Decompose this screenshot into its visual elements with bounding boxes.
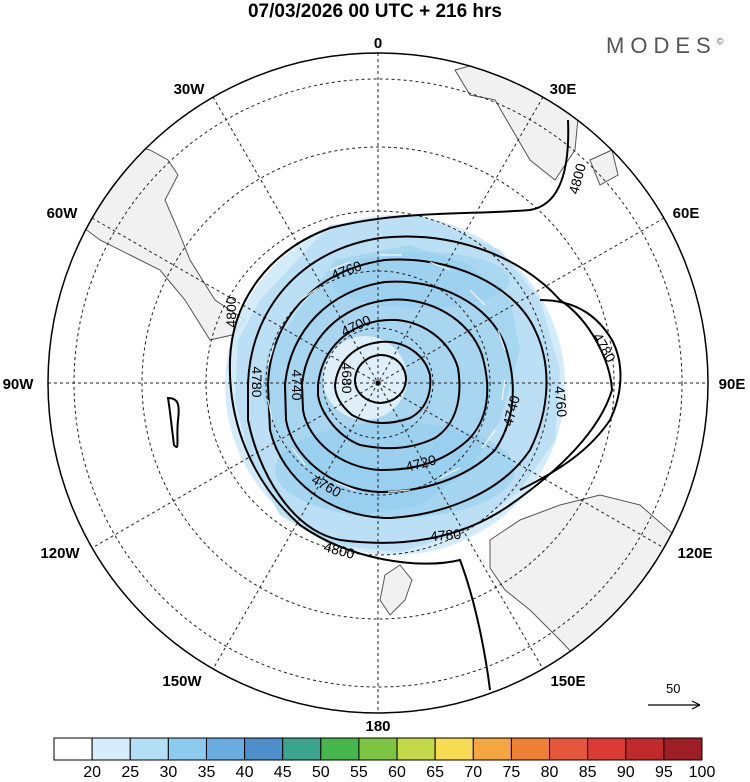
colorbar-tick-label: 60 xyxy=(388,764,406,781)
colorbar-tick-label: 90 xyxy=(616,764,635,781)
colorbar-bin xyxy=(510,737,551,761)
colorbar-tick-label: 25 xyxy=(121,764,140,781)
contour-label: 4740 xyxy=(499,393,523,427)
colorbar-tick-label: 80 xyxy=(540,764,559,781)
contour-label: 4680 xyxy=(339,362,355,393)
colorbar-tick-label: 55 xyxy=(350,764,368,781)
colorbar-tick-label: 85 xyxy=(578,764,597,781)
contour-label: 4800 xyxy=(565,161,589,195)
contour-4780 xyxy=(247,235,614,544)
contour-4800-south xyxy=(228,359,491,691)
lon-label-150E: 150E xyxy=(550,673,585,690)
contour-center xyxy=(353,353,408,405)
colorbar-bin xyxy=(282,737,322,761)
colorbar-bin xyxy=(244,737,284,761)
colorbar-bin xyxy=(167,737,207,761)
colorbar-bin xyxy=(625,737,665,761)
colorbar-tick-label: 35 xyxy=(197,764,216,781)
colorbar-tick-label: 95 xyxy=(654,764,673,781)
contour-label: 4800 xyxy=(322,538,356,562)
colorbar-tick-label: 30 xyxy=(159,764,178,781)
colorbar-bin xyxy=(129,737,169,761)
contour-label: 4760 xyxy=(552,385,571,418)
contour-low-west xyxy=(166,396,180,448)
colorbar-bin xyxy=(91,737,131,761)
colorbar-tick-label: 50 xyxy=(311,764,330,781)
lon-label-30E: 30E xyxy=(550,81,577,98)
wind-shading xyxy=(225,215,565,555)
lon-label-60E: 60E xyxy=(673,205,700,222)
contour-4800-north xyxy=(229,119,570,361)
wind-vectors xyxy=(267,254,506,493)
south-pole-marker xyxy=(375,380,381,386)
colorbar-tick-label: 20 xyxy=(83,764,101,781)
colorbar-bin xyxy=(396,737,436,761)
lon-label-60W: 60W xyxy=(47,205,79,222)
reference-vector xyxy=(648,700,701,710)
contour-label: 4740 xyxy=(289,369,305,400)
colorbar-tick-label: 65 xyxy=(426,764,445,781)
colorbar xyxy=(53,737,703,761)
chart-title: 07/03/2026 00 UTC + 216 hrs xyxy=(247,1,503,22)
longitude-labels: 0 30E 60E 90E 120E 150E 180 150W 120W 90… xyxy=(3,35,746,735)
contour-4720 xyxy=(300,298,489,472)
colorbar-tick-label: 75 xyxy=(502,764,521,781)
colorbar-bin xyxy=(205,737,246,761)
colorbar-bin xyxy=(663,737,703,761)
colorbar-bin xyxy=(472,737,512,761)
colorbar-bin xyxy=(434,737,474,761)
colorbar-tick-label: 100 xyxy=(688,764,716,781)
landmass-madagascar xyxy=(589,149,619,186)
contour-4700 xyxy=(317,318,461,450)
colorbar-bin xyxy=(358,737,398,761)
contour-label: 4780 xyxy=(429,526,462,545)
lon-label-90W: 90W xyxy=(3,376,35,393)
lon-label-120W: 120W xyxy=(40,545,80,562)
colorbar-tick-label: 70 xyxy=(464,764,483,781)
map-outline xyxy=(47,52,709,714)
lon-label-90E: 90E xyxy=(719,376,746,393)
colorbar-bin xyxy=(549,737,589,761)
colorbar-bin xyxy=(587,737,627,761)
contour-4680 xyxy=(333,340,432,424)
contour-label: 4720 xyxy=(404,451,438,475)
contour-4780-east-ridge xyxy=(519,299,622,491)
lon-label-180: 180 xyxy=(365,718,390,735)
contour-label: 4780 xyxy=(249,366,265,397)
height-contours xyxy=(166,119,622,691)
brand-name: MODES xyxy=(606,33,717,58)
contour-label: 4800 xyxy=(223,296,239,327)
brand-logo: MODES© xyxy=(606,33,723,59)
lon-label-150W: 150W xyxy=(162,673,202,690)
colorbar-tick-label: 45 xyxy=(273,764,292,781)
brand-mark: © xyxy=(716,36,724,47)
reference-vector-label: 50 xyxy=(666,681,681,696)
contour-4740 xyxy=(283,280,514,494)
contour-4760 xyxy=(266,258,548,520)
landmass-new-zealand xyxy=(379,564,413,616)
lon-label-30W: 30W xyxy=(174,81,206,98)
colorbar-bin xyxy=(53,737,93,761)
colorbar-tick-label: 40 xyxy=(235,764,254,781)
lon-label-120E: 120E xyxy=(677,545,712,562)
lon-label-0: 0 xyxy=(374,35,382,52)
colorbar-bin xyxy=(320,737,360,761)
